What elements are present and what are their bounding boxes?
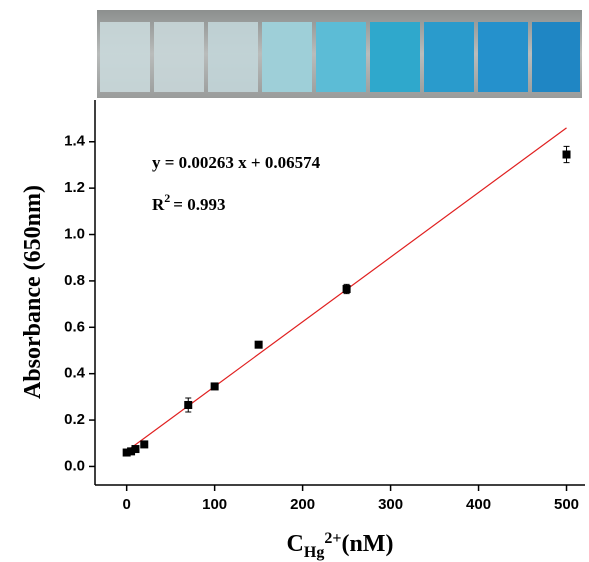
r2-sup: 2: [164, 191, 170, 205]
y-tick-label: 1.4: [64, 133, 86, 150]
r2-label: R: [152, 195, 165, 214]
r-squared: R2= 0.993: [152, 191, 225, 214]
y-tick-label: 0.6: [64, 318, 85, 335]
x-tick-label: 0: [122, 496, 130, 513]
x-label-sup: 2+: [324, 530, 341, 547]
x-tick-label: 100: [202, 496, 227, 513]
data-point: [131, 445, 139, 453]
data-point: [343, 285, 351, 293]
y-axis-title: Absorbance (650nm): [20, 185, 46, 399]
y-tick-label: 0.8: [64, 272, 85, 289]
equation: y = 0.00263 x + 0.06574: [152, 153, 321, 172]
data-point: [255, 341, 263, 349]
data-point: [563, 151, 571, 159]
vial-photo: [97, 10, 582, 98]
x-label-sub: Hg: [304, 544, 324, 561]
x-label: C: [287, 531, 304, 557]
y-tick-label: 1.2: [64, 179, 85, 196]
y-tick-label: 0.2: [64, 411, 85, 428]
y-tick-label: 0.0: [64, 457, 85, 474]
x-axis-title: CHg2+(nM): [287, 530, 394, 561]
x-label-unit: (nM): [341, 531, 393, 557]
data-point: [211, 382, 219, 390]
y-tick-label: 0.4: [64, 365, 86, 382]
x-tick-label: 300: [378, 496, 403, 513]
data-point: [140, 440, 148, 448]
y-tick-label: 1.0: [64, 225, 85, 242]
page: y = 0.00263 x + 0.06574 R2= 0.993 CHg2+(…: [0, 0, 589, 562]
x-tick-label: 500: [554, 496, 579, 513]
data-point: [184, 401, 192, 409]
chart: y = 0.00263 x + 0.06574 R2= 0.993 CHg2+(…: [0, 0, 589, 562]
r2-value: = 0.993: [173, 195, 225, 214]
x-tick-label: 200: [290, 496, 315, 513]
x-tick-label: 400: [466, 496, 491, 513]
